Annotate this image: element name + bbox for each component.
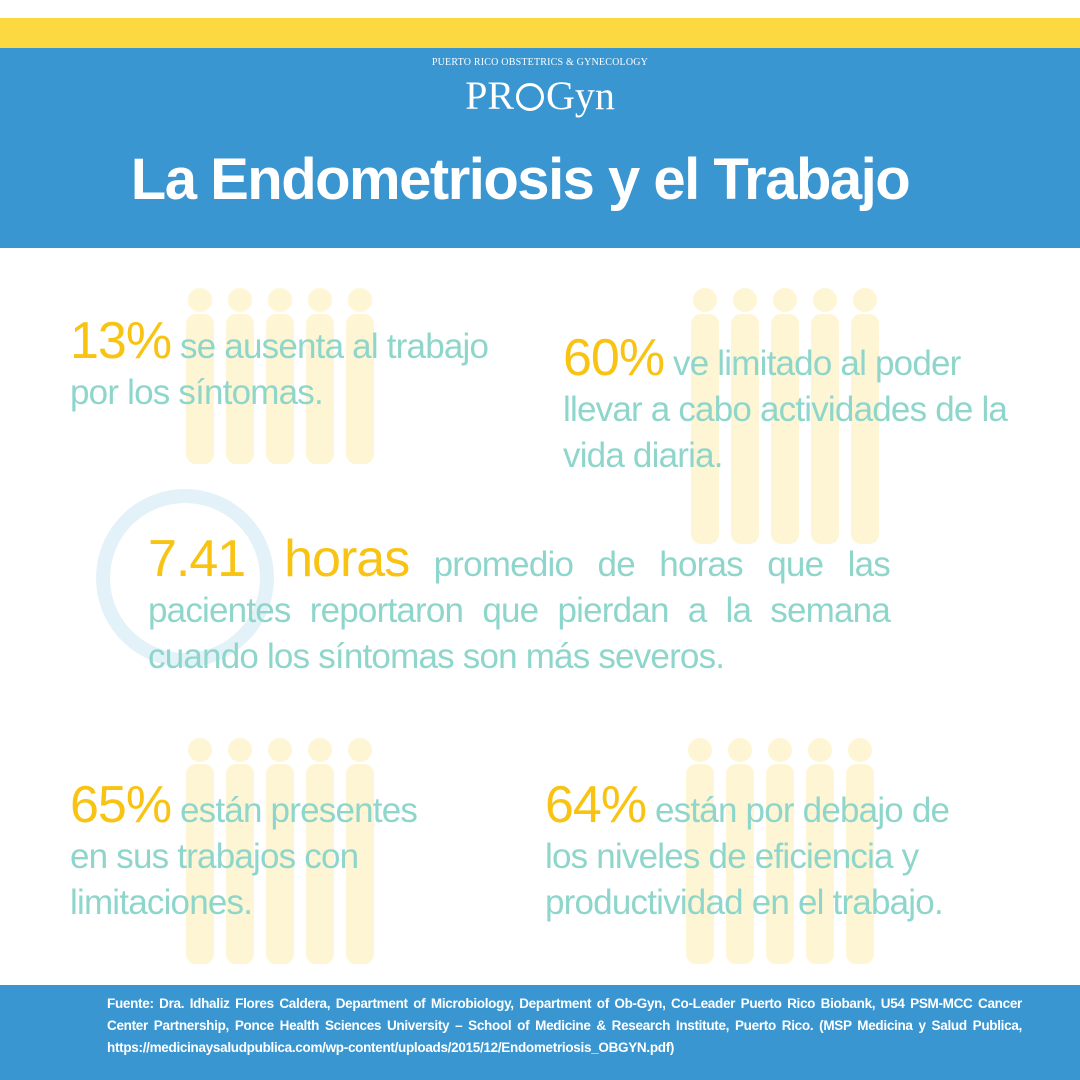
stat-text: están presentes en sus trabajos con limi… [70,791,418,922]
stat-text: promedio de horas que las pacientes repo… [148,545,891,676]
stat: 7.41 horas promedio de horas que las pac… [148,533,891,680]
logo-text: Gyn [546,73,615,118]
stat-highlight: 7.41 horas [148,530,410,588]
stat: 65% están presentes en sus trabajos con … [70,779,460,926]
header-band [0,48,1080,248]
stat: 13% se ausenta al trabajo por los síntom… [70,315,490,416]
logo: PR Gyn [0,72,1080,119]
footer-band [0,985,1080,1080]
stat: 64% están por debajo de los niveles de e… [545,779,1000,926]
stat-highlight: 64% [545,776,647,834]
stat-text: están por debajo de los niveles de efici… [545,791,950,922]
title: La Endometriosis y el Trabajo [130,147,911,212]
source-note: Fuente: Dra. Idhaliz Flores Caldera, Dep… [107,996,1022,1055]
stat-text: ve limitado al poder llevar a cabo activ… [563,344,1008,475]
stat-highlight: 60% [563,329,665,387]
stat-highlight: 65% [70,776,172,834]
stat-highlight: 13% [70,312,172,370]
logo-text: PR [465,73,515,118]
stat-text: se ausenta al trabajo por los síntomas. [70,327,489,412]
decorations [96,288,879,964]
top-stripe [0,18,1080,48]
logo-subtitle: PUERTO RICO OBSTETRICS & GYNECOLOGY [431,57,649,68]
logo-icon [516,83,545,111]
stat: 60% ve limitado al poder llevar a cabo a… [563,332,1013,479]
